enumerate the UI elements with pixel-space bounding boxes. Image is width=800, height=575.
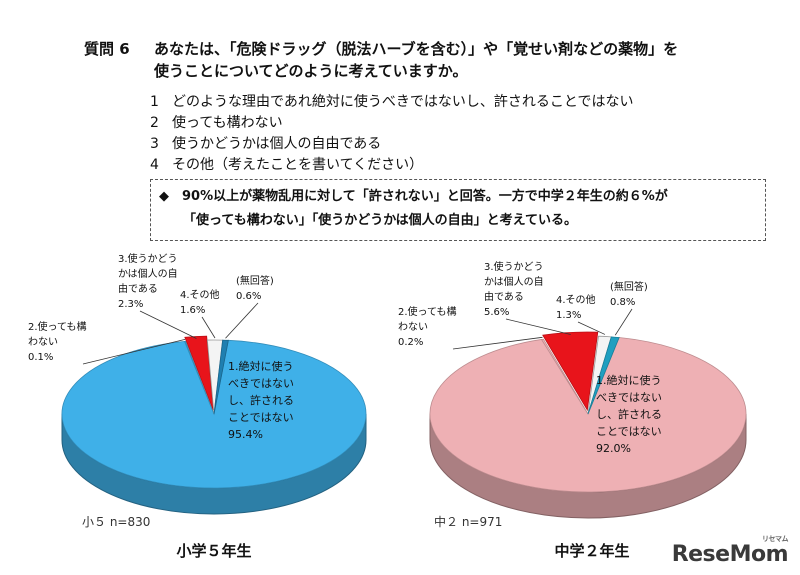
question-line-2: 使うことについてどのように考えていますか。 (154, 62, 468, 80)
pie-slice-2 (540, 338, 589, 415)
pie-slice-3 (542, 331, 599, 412)
slice-label-2: 2.使っても構わない 0.1% (28, 320, 87, 363)
leader-line-5 (225, 302, 259, 339)
slice-label-2: 2.使っても構わない 0.2% (398, 305, 457, 348)
option-2: 2 使っても構わない (150, 115, 283, 131)
callout-line-1: ◆ 90%以上が薬物乱用に対して「許されない」と回答。一方で中学２年生の約６%が (159, 189, 668, 204)
option-1: 1 どのような理由であれ絶対に使うべきではないし、許されることではない (150, 94, 634, 110)
pie-chart-grade5: 1.絶対に使うべきではないし、許されることではない 95.4% 2.使っても構わない… (28, 252, 367, 560)
slice-label-5: (無回答) 0.8% (610, 280, 648, 308)
leader-line-3 (139, 310, 197, 339)
leader-line-3 (505, 318, 571, 335)
pie-slice-1 (61, 339, 367, 489)
pie-slice-3 (184, 335, 214, 411)
question-text-1: あなたは、「危険ドラッグ（脱法ハーブを含む）」や「覚せい剤などの薬物」を (154, 40, 679, 58)
question-block: 質問 6 あなたは、「危険ドラッグ（脱法ハーブを含む）」や「覚せい剤などの薬物」を… (84, 38, 784, 82)
pie-slice-1 (429, 337, 747, 493)
leader-line-4 (577, 321, 606, 335)
option-4: 4 その他（考えたことを書いてください） (150, 157, 424, 173)
pie-slice-2 (184, 340, 215, 415)
slice-label-3: 3.使うかどうかは個人の自由である 5.6% (484, 260, 544, 318)
slice-label-4: 4.その他 1.6% (180, 288, 220, 316)
leader-line-2 (452, 336, 543, 350)
summary-callout: ◆ 90%以上が薬物乱用に対して「許されない」と回答。一方で中学２年生の約６%が… (150, 179, 766, 241)
chart-title: 中学２年生 (554, 542, 629, 560)
leader-line-4 (201, 316, 216, 339)
slice-label-1: 1.絶対に使うべきではないし、許されることではない 92.0% (596, 373, 662, 455)
pie-slice-5 (587, 336, 620, 415)
pie-chart-grade8: 1.絶対に使うべきではないし、許されることではない 92.0% 2.使っても構わない… (398, 260, 747, 560)
sample-size-label: 小５ n=830 (82, 515, 150, 529)
slice-label-4: 4.その他 1.3% (556, 293, 596, 321)
chart-title: 小学５年生 (176, 542, 251, 560)
question-number: 質問 6 (84, 40, 130, 58)
resemom-logo: ReseMom リセマム (671, 535, 789, 567)
slice-label-3: 3.使うかどうかは個人の自由である 2.3% (118, 252, 178, 310)
answer-options: 1 どのような理由であれ絶対に使うべきではないし、許されることではない 2 使っても… (150, 92, 633, 176)
leader-line-5 (614, 308, 633, 336)
slice-label-5: (無回答) 0.6% (236, 274, 274, 302)
pie-slice-5 (213, 339, 229, 415)
question-line-1: 質問 6 あなたは、「危険ドラッグ（脱法ハーブを含む）」や「覚せい剤などの薬物」を (84, 38, 784, 60)
option-3: 3 使うかどうかは個人の自由である (150, 136, 382, 152)
leader-line-2 (82, 338, 186, 365)
callout-line-2: 「使っても構わない」「使うかどうかは個人の自由」と考えている。 (183, 213, 578, 228)
sample-size-label: 中２ n=971 (434, 514, 502, 529)
slice-label-1: 1.絶対に使うべきではないし、許されることではない 95.4% (228, 359, 294, 441)
